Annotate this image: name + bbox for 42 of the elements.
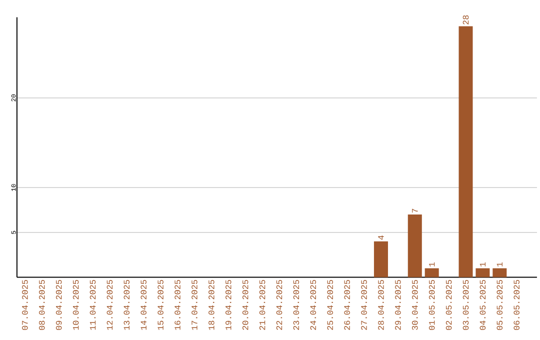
x-tick-label: 30.04.2025: [412, 280, 418, 330]
x-tick-label: 23.04.2025: [293, 280, 300, 330]
bar: [476, 268, 490, 278]
x-tick-label: 18.04.2025: [208, 280, 214, 330]
data-label: 28: [462, 15, 469, 24]
x-tick-label: 25.04.2025: [327, 280, 333, 330]
x-tick-label: 28.04.2025: [378, 280, 384, 330]
x-tick-label: 15.04.2025: [158, 280, 164, 330]
x-tick-label: 12.04.2025: [106, 280, 113, 330]
x-tick-label: 09.04.2025: [56, 280, 62, 330]
x-tick-label: 07.04.2025: [22, 280, 28, 330]
x-tick-label: 17.04.2025: [192, 280, 198, 330]
data-label: 1: [429, 262, 435, 266]
x-tick-label: 08.04.2025: [38, 280, 45, 330]
x-tick-label: 24.04.2025: [310, 280, 316, 330]
x-tick-label: 01.05.2025: [428, 280, 435, 330]
x-tick-label: 27.04.2025: [361, 280, 367, 330]
x-tick-label: 06.05.2025: [514, 280, 520, 330]
x-tick-label: 20.04.2025: [242, 280, 248, 330]
x-tick-label: 10.04.2025: [72, 280, 79, 330]
x-tick-label: 29.04.2025: [395, 280, 401, 330]
x-tick-label: 21.04.2025: [259, 280, 266, 330]
x-tick-label: 22.04.2025: [276, 280, 282, 330]
bar: [458, 26, 473, 278]
bar: [374, 241, 388, 278]
x-tick-label: 04.05.2025: [480, 280, 486, 330]
x-tick-label: 14.04.2025: [140, 280, 146, 330]
x-tick-label: 03.05.2025: [462, 280, 469, 330]
x-tick-label: 13.04.2025: [124, 280, 130, 330]
bar: [492, 268, 507, 278]
x-tick-label: 19.04.2025: [225, 280, 232, 330]
bar: [424, 268, 439, 278]
data-label: 7: [412, 208, 418, 213]
x-tick-label: 16.04.2025: [174, 280, 180, 330]
x-tick-label: 26.04.2025: [344, 280, 350, 330]
data-label: 1: [480, 262, 486, 266]
x-tick-label: 05.05.2025: [496, 280, 503, 330]
x-tick-label: 02.05.2025: [446, 280, 452, 330]
x-tick-label: 11.04.2025: [90, 280, 96, 330]
data-label: 4: [378, 236, 384, 240]
data-label: 1: [496, 262, 502, 266]
bar: [408, 214, 422, 278]
